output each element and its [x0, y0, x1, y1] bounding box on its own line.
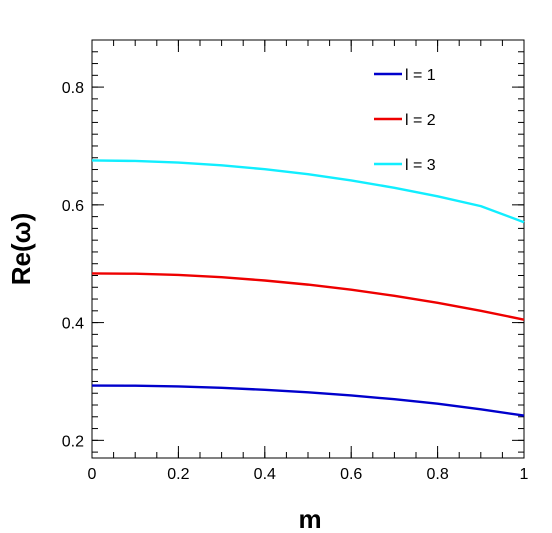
legend-label: l = 1	[405, 67, 436, 84]
y-tick-label: 0.2	[62, 433, 84, 450]
y-tick-label: 0.4	[62, 316, 84, 333]
x-tick-label: 0.4	[254, 466, 276, 483]
minor-ticks	[91, 39, 525, 458]
legend: l = 1 l = 2 l = 3	[374, 67, 436, 174]
series-line	[91, 384, 525, 417]
series-lines	[91, 159, 525, 417]
legend-label: l = 3	[405, 157, 436, 174]
major-ticks	[91, 40, 525, 458]
legend-label: l = 2	[405, 112, 436, 129]
series-line	[91, 272, 525, 321]
x-tick-label: 1	[520, 466, 529, 483]
y-tick-label: 0.6	[62, 198, 84, 215]
y-axis-title: Re(ω)	[6, 213, 36, 286]
x-tick-label: 0	[88, 466, 97, 483]
y-tick-labels: 0.2 0.4 0.6 0.8	[62, 80, 84, 450]
x-tick-label: 0.6	[340, 466, 362, 483]
y-tick-label: 0.8	[62, 80, 84, 97]
x-tick-labels: 0 0.2 0.4 0.6 0.8 1	[88, 466, 529, 483]
series-line	[91, 159, 525, 224]
x-tick-label: 0.2	[167, 466, 189, 483]
plot-frame	[91, 39, 525, 459]
x-axis-title: m	[298, 504, 321, 533]
x-tick-label: 0.8	[426, 466, 448, 483]
